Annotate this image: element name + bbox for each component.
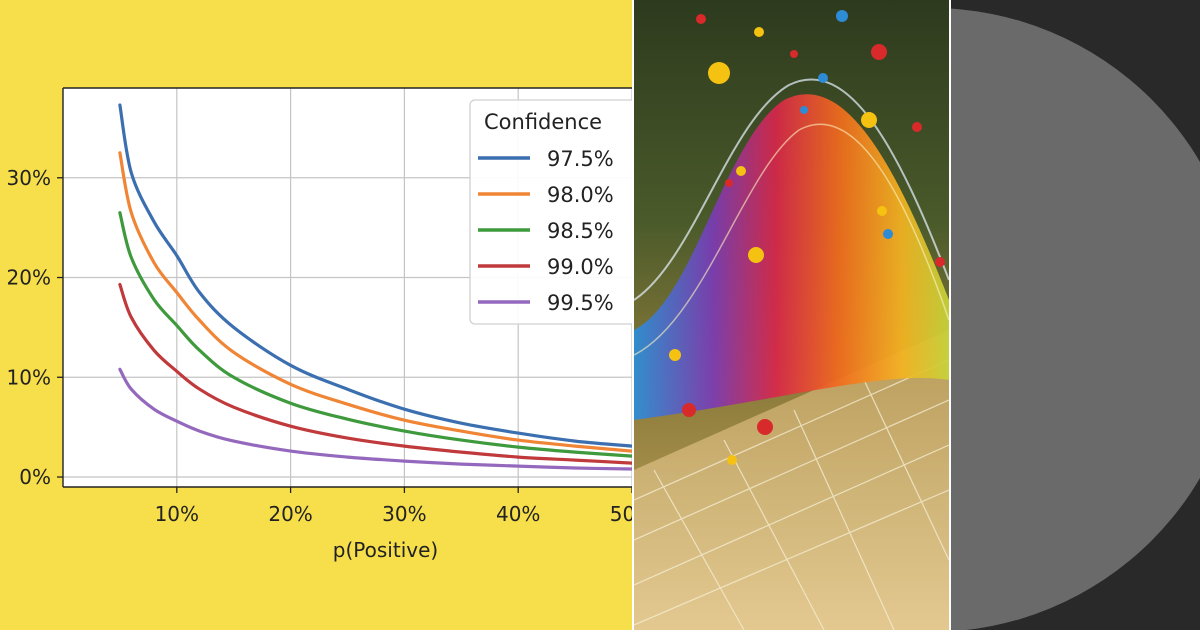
legend-entry: 99.0% (547, 255, 614, 279)
x-tick-label: 10% (155, 502, 199, 526)
legend-title: Confidence (484, 110, 602, 134)
legend-entry: 98.0% (547, 183, 614, 207)
legend-box (469, 99, 632, 325)
x-tick-label: 30% (382, 502, 426, 526)
decorative-art-panel (634, 0, 949, 630)
legend-entry: 98.5% (547, 219, 614, 243)
series-line (118, 151, 632, 453)
chart-panel: 10% 20% 30% 40% 50% 0% 10% 20% 30% p(Positive) Con… (0, 0, 632, 630)
legend-entry: 97.5% (547, 147, 614, 171)
y-tick-label: 20% (7, 266, 51, 290)
colorful-curve-illustration-icon (634, 0, 949, 630)
panel-divider (632, 0, 634, 630)
x-tick-label: 20% (268, 502, 312, 526)
y-tick-label: 0% (19, 465, 51, 489)
line-chart: 10% 20% 30% 40% 50% 0% 10% 20% 30% p(Positive) Con… (7, 87, 632, 562)
series-line (118, 282, 632, 465)
x-axis-label: p(Positive) (333, 538, 438, 562)
panel-divider-2 (949, 0, 951, 630)
x-tick-label: 50% (610, 502, 632, 526)
gray-circle-panel (951, 0, 1200, 630)
series-line (118, 367, 632, 471)
legend-entry: 99.5% (547, 291, 614, 315)
series-line (118, 103, 632, 448)
y-tick-label: 30% (7, 166, 51, 190)
x-tick-label: 40% (496, 502, 540, 526)
series-line (118, 211, 632, 458)
circle-shape-icon (951, 8, 1200, 630)
y-tick-label: 10% (7, 365, 51, 389)
